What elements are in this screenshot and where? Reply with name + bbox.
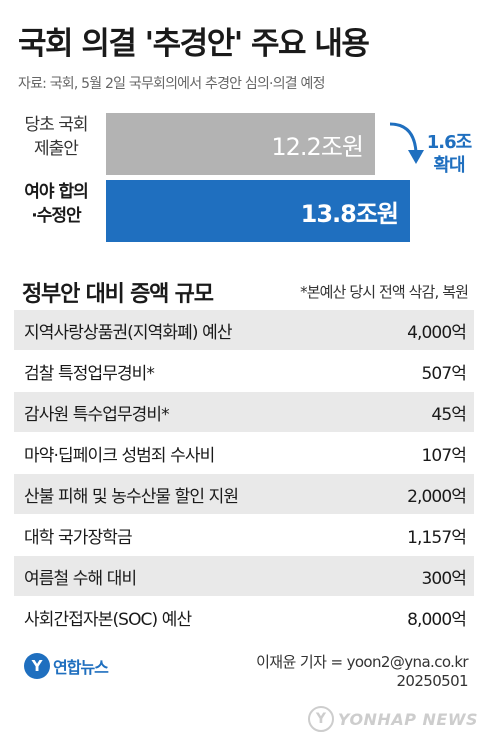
page-title: 국회 의결 '추경안' 주요 내용 — [18, 26, 370, 62]
difference-label: 확대 — [433, 155, 465, 176]
watermark-logo-icon: Y — [307, 706, 334, 732]
watermark-text: YONHAP NEWS — [337, 709, 478, 729]
table-footnote: *본예산 당시 전액 삭감, 복원 — [300, 283, 469, 301]
bar-value-label: 13.8조원 — [300, 199, 399, 228]
credit-reporter: 이재윤 기자 = yoon2@yna.co.kr — [256, 653, 468, 671]
bar-original: 12.2조원 — [106, 113, 375, 175]
table-title: 정부안 대비 증액 규모 — [22, 282, 214, 307]
row-amount: 2,000억 — [407, 486, 467, 507]
bar-label-line: ·수정안 — [31, 206, 81, 226]
row-item: 사회간접자본(SOC) 예산 — [24, 609, 192, 630]
bar-label-line: 당초 국회 — [24, 115, 89, 135]
difference-annotation: 1.6조 확대 — [420, 131, 478, 177]
credit-date: 20250501 — [396, 672, 468, 690]
table-row: 마약·딥페이크 성범죄 수사비 107억 — [14, 433, 474, 474]
watermark: Y YONHAP NEWS — [307, 706, 478, 732]
logo-text: 연합뉴스 — [53, 658, 109, 677]
row-amount: 45억 — [431, 404, 466, 425]
curved-arrow-icon — [389, 122, 424, 164]
bar-value-label: 12.2조원 — [271, 132, 364, 161]
row-amount: 8,000억 — [407, 609, 467, 630]
row-amount: 4,000억 — [407, 322, 467, 343]
bar-label-revised: 여야 합의 ·수정안 — [10, 180, 102, 228]
bar-label-original: 당초 국회 제출안 — [10, 113, 102, 161]
source-note: 자료: 국회, 5월 2일 국무회의에서 추경안 심의·의결 예정 — [18, 76, 325, 92]
row-item: 산불 피해 및 농수산물 할인 지원 — [24, 486, 239, 507]
bar-label-line: 여야 합의 — [24, 182, 88, 202]
difference-amount: 1.6조 — [426, 132, 472, 153]
row-item: 여름철 수해 대비 — [24, 568, 137, 589]
table-row: 감사원 특수업무경비* 45억 — [14, 392, 474, 433]
credit: 이재윤 기자 = yoon2@yna.co.kr 20250501 — [256, 653, 468, 691]
table-row: 지역사랑상품권(지역화폐) 예산 4,000억 — [14, 310, 474, 351]
yonhap-logo-icon: Y — [24, 653, 50, 679]
row-amount: 107억 — [421, 445, 467, 466]
table-row: 산불 피해 및 농수산물 할인 지원 2,000억 — [14, 474, 474, 515]
row-amount: 507억 — [421, 363, 467, 384]
row-item: 감사원 특수업무경비* — [24, 404, 170, 425]
row-amount: 1,157억 — [407, 527, 467, 548]
row-item: 검찰 특정업무경비* — [24, 363, 155, 384]
row-item: 지역사랑상품권(지역화폐) 예산 — [24, 322, 232, 343]
row-amount: 300억 — [421, 568, 467, 589]
table-row: 대학 국가장학금 1,157억 — [14, 515, 474, 556]
table-row: 여름철 수해 대비 300억 — [14, 556, 474, 597]
row-item: 대학 국가장학금 — [24, 527, 133, 548]
yonhap-logo: Y 연합뉴스 — [24, 653, 109, 679]
table-row: 검찰 특정업무경비* 507억 — [14, 351, 474, 392]
bar-revised: 13.8조원 — [106, 180, 410, 242]
row-item: 마약·딥페이크 성범죄 수사비 — [24, 445, 215, 466]
bar-label-line: 제출안 — [34, 139, 79, 159]
table-row: 사회간접자본(SOC) 예산 8,000억 — [14, 597, 474, 638]
